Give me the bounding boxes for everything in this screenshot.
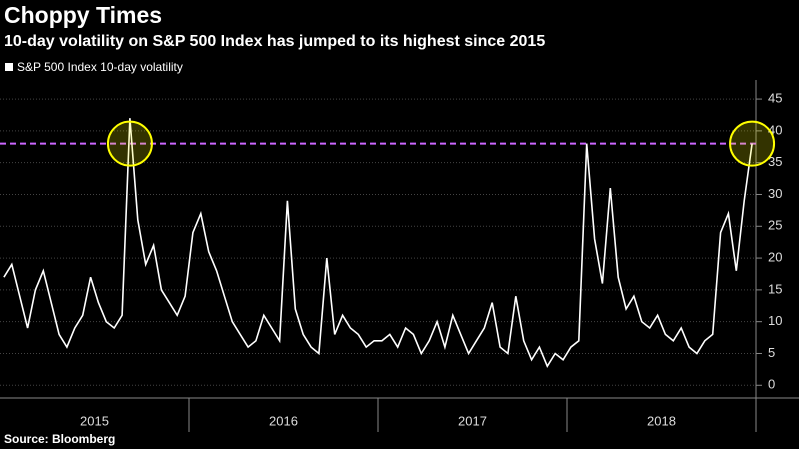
y-tick-label: 15 <box>768 281 782 296</box>
y-tick-label: 10 <box>768 313 782 328</box>
y-tick-label: 20 <box>768 250 782 265</box>
y-tick-label: 5 <box>768 345 775 360</box>
chart-title: Choppy Times <box>4 2 162 28</box>
chart-subtitle: 10-day volatility on S&P 500 Index has j… <box>4 33 545 50</box>
y-tick-label: 0 <box>768 377 775 392</box>
highlight-circle <box>729 120 776 167</box>
x-tick-label: 2015 <box>80 413 109 428</box>
y-tick-label: 35 <box>768 154 782 169</box>
legend-swatch <box>5 63 13 71</box>
x-tick-label: 2018 <box>647 413 676 428</box>
x-tick-label: 2016 <box>269 413 298 428</box>
line-series <box>3 118 753 368</box>
y-tick-label: 45 <box>768 91 782 106</box>
x-tick-label: 2017 <box>458 413 487 428</box>
source: Source: Bloomberg <box>4 432 115 446</box>
highlight-circle <box>106 120 153 167</box>
y-tick-label: 25 <box>768 218 782 233</box>
y-tick-label: 30 <box>768 186 782 201</box>
legend-label: S&P 500 Index 10-day volatility <box>17 60 183 74</box>
